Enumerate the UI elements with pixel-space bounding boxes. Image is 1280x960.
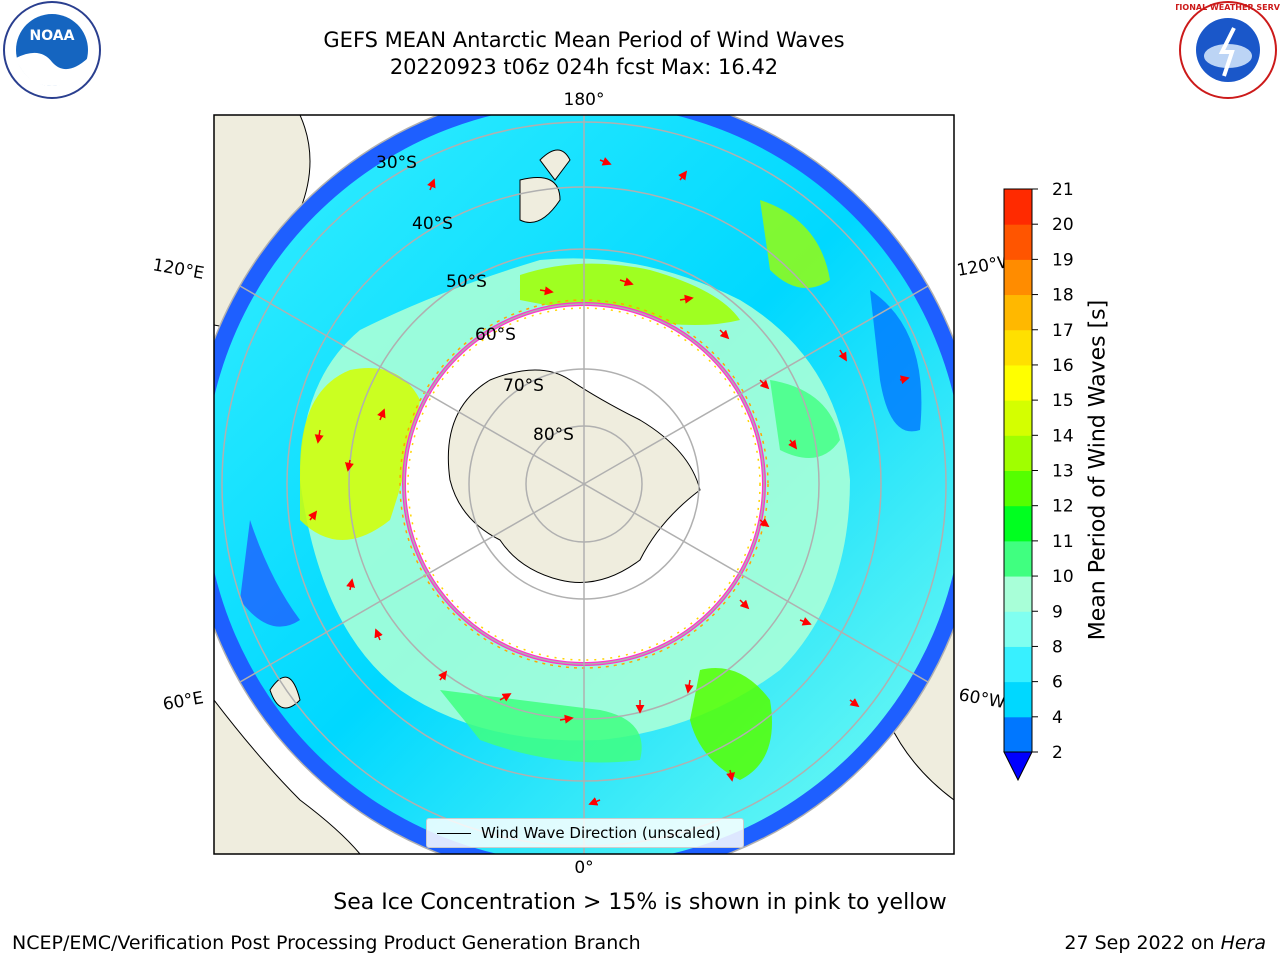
colorbar-segment: [1004, 646, 1032, 683]
noaa-logo: NOAA: [3, 1, 101, 99]
label-80s: 80°S: [533, 425, 574, 445]
colorbar-tick-label: 13: [1052, 462, 1074, 482]
colorbar-tick-label: 12: [1052, 497, 1074, 517]
label-30s: 30°S: [376, 153, 417, 173]
colorbar-segment: [1004, 611, 1032, 647]
map-panel: 30°S 40°S 50°S 60°S 70°S 80°S: [214, 115, 954, 854]
colorbar-segment: [1004, 716, 1032, 753]
label-50s: 50°S: [446, 272, 487, 292]
colorbar-tick-label: 9: [1052, 602, 1063, 622]
chart-subtitle: 20220923 t06z 024h fcst Max: 16.42: [389, 55, 779, 79]
colorbar-tick-label: 21: [1052, 180, 1074, 200]
date-host: 27 Sep 2022 on Hera: [1064, 932, 1266, 954]
colorbar-tick-label: 16: [1052, 356, 1074, 376]
colorbar-tick-label: 14: [1052, 426, 1074, 446]
colorbar-segment: [1004, 576, 1032, 612]
credit-text: NCEP/EMC/Verification Post Processing Pr…: [12, 932, 641, 954]
ice-note: Sea Ice Concentration > 15% is shown in …: [333, 890, 947, 915]
colorbar-tick-label: 15: [1052, 391, 1074, 411]
colorbar: 2 4 6 8 9 10 11 12 13 14 15 16 17 18 19 20 21: [1003, 180, 1074, 782]
colorbar-tick-label: 18: [1052, 286, 1074, 306]
label-60s: 60°S: [475, 325, 516, 345]
host-name: Hera: [1220, 932, 1266, 954]
colorbar-segment: [1004, 505, 1032, 542]
colorbar-segment: [1004, 470, 1032, 507]
label-180: 180°: [564, 90, 605, 110]
label-40s: 40°S: [412, 214, 453, 234]
colorbar-tick-label: 8: [1052, 637, 1063, 657]
label-60w: 60°W: [957, 685, 1007, 713]
colorbar-segment: [1004, 400, 1032, 436]
colorbar-tick-label: 6: [1052, 673, 1063, 693]
colorbar-tick-label: 11: [1052, 532, 1074, 552]
colorbar-tick-label: 20: [1052, 215, 1074, 235]
colorbar-segment: [1004, 435, 1032, 471]
chart-title: GEFS MEAN Antarctic Mean Period of Wind …: [323, 28, 845, 52]
legend-line-swatch: [437, 832, 471, 834]
colorbar-segment: [1004, 189, 1032, 225]
colorbar-tick-label: 4: [1052, 708, 1063, 728]
noaa-logo-text: NOAA: [30, 28, 75, 44]
colorbar-tick-label: 17: [1052, 321, 1074, 341]
colorbar-segment: [1004, 329, 1032, 366]
colorbar-label: Mean Period of Wind Waves [s]: [1085, 299, 1111, 641]
colorbar-tick-label: 2: [1052, 743, 1063, 763]
colorbar-segment: [1004, 364, 1032, 401]
colorbar-segment: [1004, 224, 1032, 260]
map-frame: [213, 114, 955, 855]
land-inner: [269, 149, 701, 709]
colorbar-segment: [1004, 294, 1032, 331]
label-120e: 120°E: [151, 255, 205, 284]
colorbar-extend-min: [1003, 751, 1033, 782]
run-date: 27 Sep 2022 on: [1064, 932, 1215, 954]
legend: Wind Wave Direction (unscaled): [426, 818, 744, 848]
label-60e: 60°E: [161, 688, 205, 715]
colorbar-segment: [1004, 540, 1032, 577]
legend-label: Wind Wave Direction (unscaled): [481, 824, 721, 842]
parallel-labels: 30°S 40°S 50°S 60°S 70°S 80°S: [376, 153, 574, 445]
colorbar-segment: [1004, 259, 1032, 296]
colorbar-tick-label: 10: [1052, 567, 1074, 587]
label-70s: 70°S: [503, 376, 544, 396]
wave-direction-arrows: [308, 157, 910, 806]
colorbar-tick-label: 19: [1052, 250, 1074, 270]
nws-logo-text: NATIONAL WEATHER SERVICE: [1176, 3, 1280, 12]
nws-logo: NATIONAL WEATHER SERVICE: [1176, 1, 1280, 99]
colorbar-segment: [1004, 681, 1032, 718]
label-0: 0°: [574, 858, 593, 878]
